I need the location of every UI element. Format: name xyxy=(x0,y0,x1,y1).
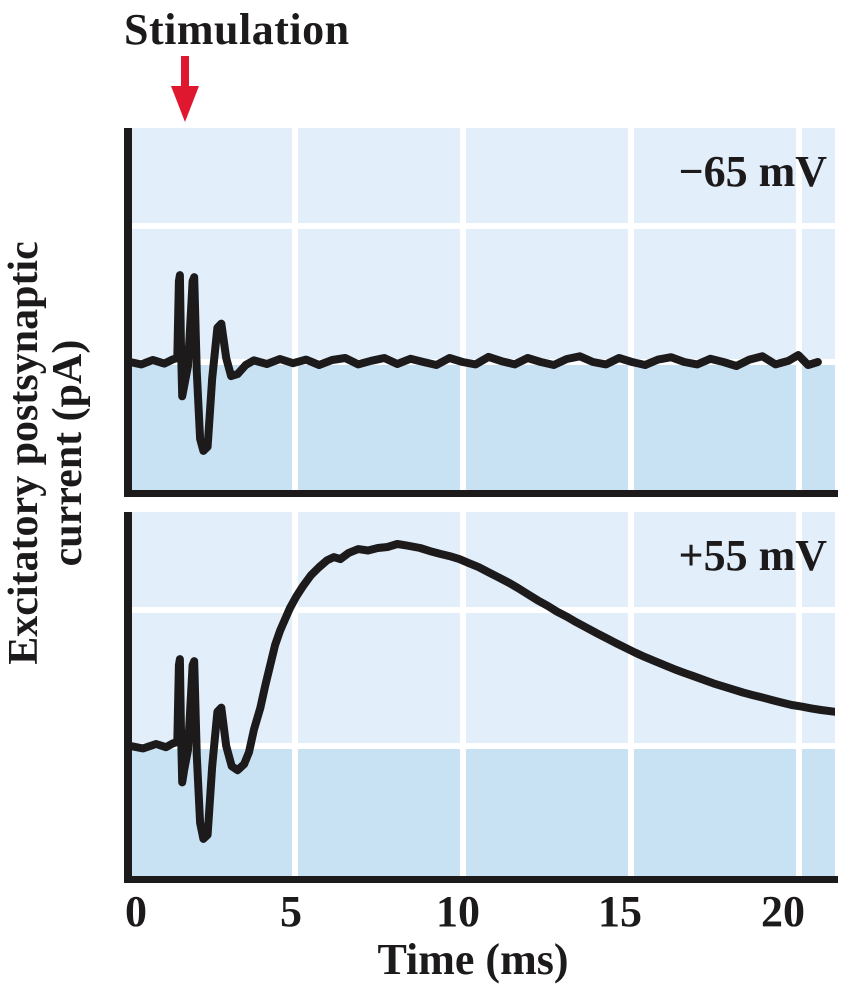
top-panel: −65 mV xyxy=(132,128,835,490)
x-tick-label-20: 20 xyxy=(761,887,805,936)
y-axis-label: Excitatory postsynaptic current (pA) xyxy=(0,241,91,665)
epsc-trace-minus65-chart xyxy=(132,128,835,490)
x-tick-label-0: 0 xyxy=(125,887,147,936)
x-tick-label-10: 10 xyxy=(436,887,480,936)
epsc-trace-plus55-chart xyxy=(132,512,835,876)
x-tick-label-15: 15 xyxy=(598,887,642,936)
y-axis-label-line1: Excitatory postsynaptic xyxy=(0,241,47,665)
y-axis-label-line2: current (pA) xyxy=(45,339,91,567)
stimulation-label: Stimulation xyxy=(124,5,350,54)
stimulation-arrow-icon xyxy=(171,56,199,122)
x-axis-title: Time (ms) xyxy=(377,935,569,984)
top-panel-y-axis-line xyxy=(124,128,132,497)
bottom-panel-y-axis-line xyxy=(124,512,132,883)
top-panel-bottom-border xyxy=(124,490,838,497)
holding-potential-label-plus55: +55 mV xyxy=(678,531,828,580)
bottom-panel: +55 mV xyxy=(132,512,835,876)
x-axis-line xyxy=(124,876,838,883)
holding-potential-label-minus65: −65 mV xyxy=(678,147,828,196)
x-tick-label-5: 5 xyxy=(280,887,302,936)
